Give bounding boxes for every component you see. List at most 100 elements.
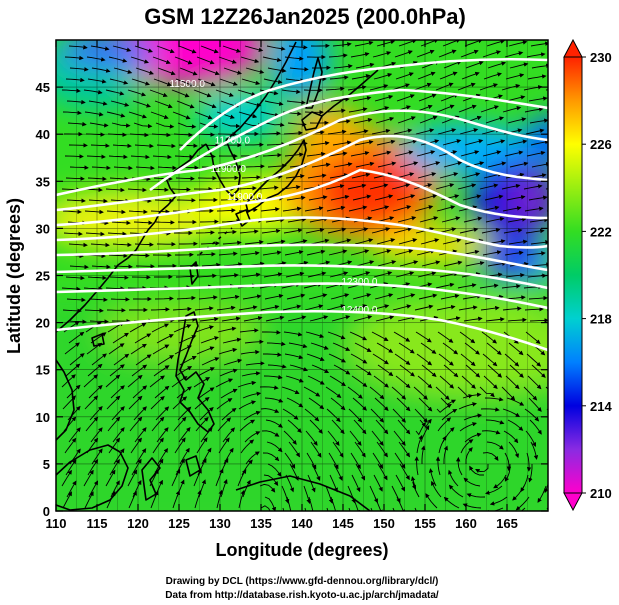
wind-arrow: [90, 143, 110, 148]
wind-arrow: [195, 325, 214, 333]
wind-arrow: [65, 77, 85, 83]
wind-arrow: [308, 293, 328, 300]
wind-arrow: [443, 161, 463, 168]
wind-arrow: [284, 250, 304, 256]
wind-arrow: [150, 111, 169, 120]
wind-arrow: [151, 416, 165, 432]
wind-arrow: [307, 271, 327, 278]
wind-arrow: [85, 416, 99, 432]
wind-arrow: [506, 194, 526, 201]
wind-arrow: [329, 75, 349, 80]
wind-arrow: [458, 305, 478, 311]
wind-arrow: [267, 364, 287, 369]
wind-arrow: [83, 89, 103, 95]
wind-arrow: [485, 419, 505, 425]
wind-arrow: [154, 385, 170, 399]
wind-arrow: [330, 496, 338, 511]
wind-arrow: [396, 397, 411, 412]
wind-arrow: [151, 323, 170, 333]
wind-arrow: [130, 56, 149, 64]
wind-arrow: [237, 185, 257, 191]
wind-arrow: [220, 294, 240, 300]
wind-arrow: [285, 474, 295, 493]
wind-arrow: [305, 227, 325, 234]
wind-arrow: [238, 111, 258, 119]
wind-arrow: [351, 74, 371, 80]
wind-arrow: [215, 89, 234, 97]
wind-arrow: [392, 205, 412, 212]
wind-arrow: [463, 477, 481, 487]
wind-arrow: [482, 50, 501, 58]
wind-arrow: [376, 342, 394, 353]
wind-arrow: [438, 353, 454, 366]
wind-arrow: [308, 195, 328, 201]
contour-labels: 11500.0 11700.0 11900.0 11900.0 12300.0 12400…: [169, 79, 377, 316]
wind-arrow: [218, 347, 238, 355]
wind-arrow: [179, 263, 199, 268]
wind-arrow: [348, 408, 363, 423]
wind-arrow: [372, 353, 389, 365]
wind-arrow: [460, 150, 480, 157]
wind-arrow: [108, 437, 121, 454]
wind-arrow: [89, 319, 109, 324]
wind-arrow: [220, 197, 240, 202]
wind-arrow: [354, 342, 372, 352]
wind-arrow: [329, 375, 346, 387]
wind-arrow: [133, 122, 153, 129]
wind-arrow: [425, 493, 438, 509]
wind-arrow: [373, 72, 393, 80]
wind-arrow: [504, 353, 520, 367]
wind-arrow: [508, 239, 528, 245]
wind-arrow: [353, 315, 373, 322]
wind-arrow: [371, 128, 391, 135]
wind-arrow: [285, 271, 305, 278]
y-tick-label: 10: [36, 410, 50, 425]
wind-arrow: [240, 439, 255, 454]
wind-arrow: [127, 469, 138, 487]
wind-arrow: [132, 100, 151, 108]
wind-arrow: [305, 430, 318, 446]
wind-arrow: [176, 295, 196, 301]
wind-arrow: [435, 82, 454, 91]
wind-arrow: [306, 249, 326, 256]
wind-arrow: [128, 209, 148, 215]
wind-arrow: [328, 353, 346, 363]
wind-arrow: [371, 331, 389, 342]
wind-arrow: [157, 355, 175, 366]
wind-arrow: [64, 55, 84, 61]
wind-arrow: [237, 89, 257, 97]
wind-arrow: [134, 143, 154, 149]
wind-arrow: [263, 352, 282, 357]
wind-arrow: [259, 185, 279, 190]
wind-arrow: [152, 154, 172, 160]
wind-arrow: [306, 452, 317, 470]
contour-label: 11500.0: [169, 79, 205, 90]
wind-arrow: [550, 376, 563, 389]
wind-arrow: [421, 445, 426, 464]
wind-arrow: [442, 342, 459, 355]
wind-arrow: [546, 408, 548, 411]
wind-arrow: [373, 271, 393, 278]
wind-arrow: [552, 464, 554, 482]
wind-arrow: [69, 67, 89, 72]
wind-arrow: [399, 260, 419, 267]
wind-arrow: [439, 375, 455, 389]
wind-arrow: [529, 118, 548, 124]
wind-arrow: [238, 400, 257, 410]
wind-arrow: [372, 452, 384, 469]
wind-arrow: [525, 128, 545, 135]
wind-arrow: [504, 150, 524, 157]
wind-arrow: [483, 72, 502, 80]
wind-arrow: [242, 100, 262, 108]
wind-arrow: [465, 447, 473, 464]
wind-arrow: [109, 78, 129, 85]
wind-arrow: [134, 427, 147, 443]
wind-arrow: [479, 386, 495, 398]
wind-arrow: [130, 343, 147, 355]
wind-arrow: [525, 430, 537, 448]
wind-arrow: [354, 40, 374, 47]
wind-arrow: [222, 240, 242, 246]
wind-arrow: [465, 161, 485, 168]
wind-arrow: [483, 375, 498, 390]
wind-arrow: [440, 194, 460, 201]
